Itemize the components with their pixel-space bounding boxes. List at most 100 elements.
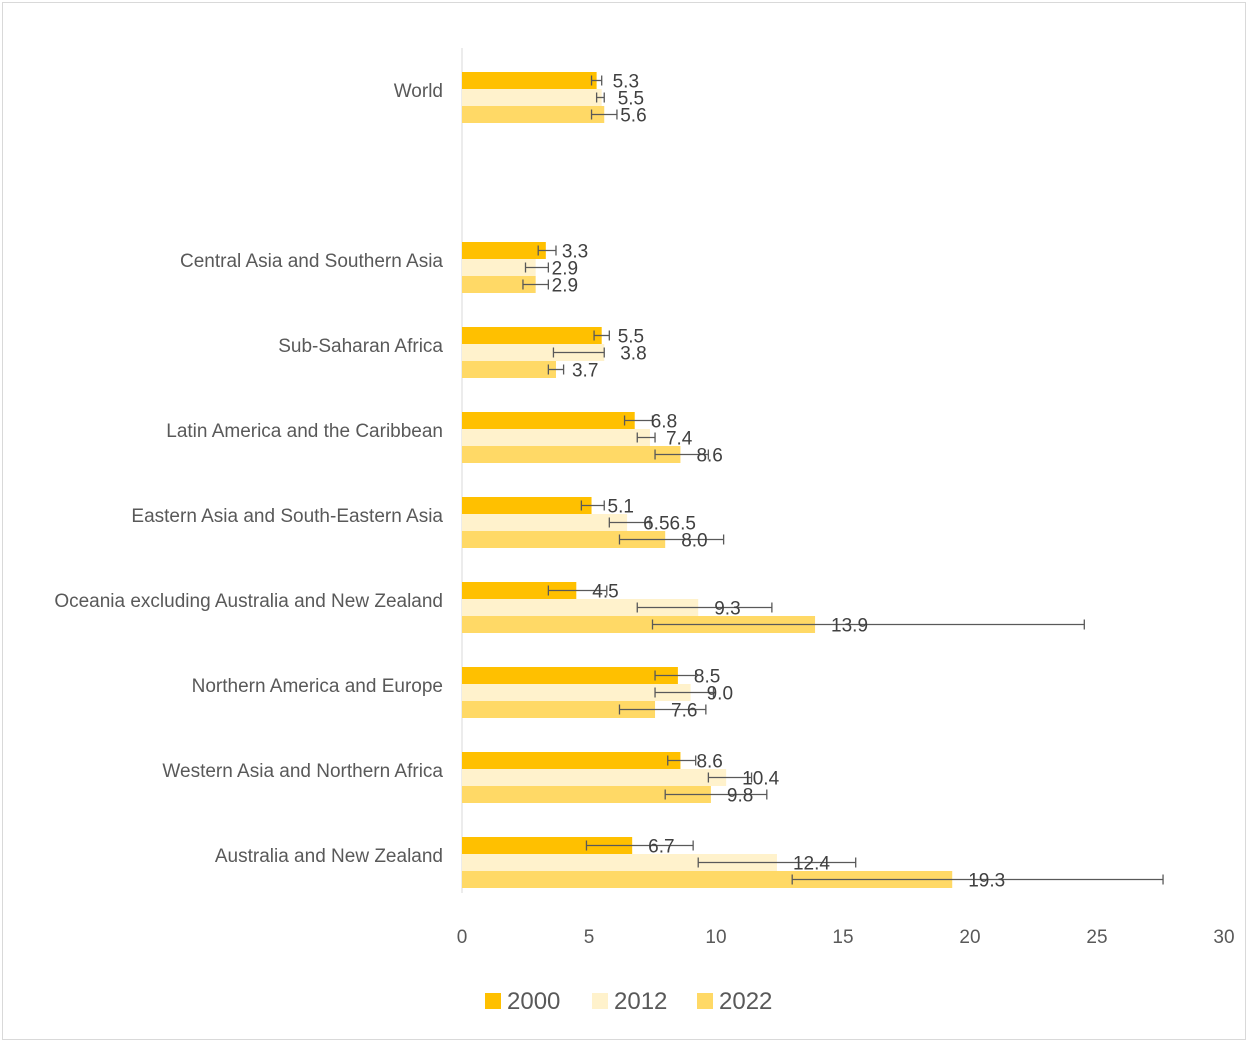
data-label-2000: 6.8: [651, 412, 677, 433]
error-bar-2000: [667, 755, 697, 766]
data-label-2022: 2.9: [552, 276, 578, 297]
error-bar-2000: [580, 500, 605, 511]
error-bars: [522, 75, 1164, 885]
bar-2000: [462, 497, 592, 514]
bar-2012: [462, 514, 628, 531]
error-bar-2022: [618, 534, 725, 545]
x-tick-label: 0: [457, 927, 468, 948]
data-label-2022: 9.8: [727, 786, 753, 807]
category-label: Latin America and the Caribbean: [166, 421, 443, 442]
bar-2022: [462, 106, 605, 123]
bar-2000: [462, 752, 681, 769]
category-label: Oceania excluding Australia and New Zeal…: [54, 591, 443, 612]
error-bar-2012: [636, 432, 656, 443]
error-bar-2022: [522, 279, 550, 290]
bar-2000: [462, 72, 597, 89]
data-label-2000: 8.6: [696, 752, 722, 773]
category-labels: World Central Asia and Southern Asia Sub-S…: [54, 81, 443, 867]
error-bar-2022: [547, 364, 565, 375]
error-bar-2000: [623, 415, 654, 426]
x-tick-label: 25: [1086, 927, 1107, 948]
error-bar-2012: [552, 347, 605, 358]
error-bar-2012: [608, 517, 651, 528]
tick-labels: 0 5 10 15 20 25 30: [457, 927, 1235, 948]
error-bar-2000: [593, 330, 610, 341]
error-bar-2022: [590, 109, 618, 120]
data-label-2022: 3.7: [572, 361, 598, 382]
data-label-2022: 13.9: [831, 616, 868, 637]
legend: 2000 2012 2022: [485, 988, 772, 1015]
error-bar-2022: [791, 874, 1164, 885]
data-label-2000: 5.5: [618, 327, 644, 348]
legend-swatch-2000: [485, 993, 501, 1009]
category-label: Central Asia and Southern Asia: [180, 251, 443, 272]
legend-label: 2022: [719, 988, 772, 1015]
bar-2000: [462, 327, 602, 344]
data-label-2012: 12.4: [793, 854, 830, 875]
legend-label: 2000: [507, 988, 560, 1015]
data-label-2022: 7.6: [671, 701, 697, 722]
data-label-2022: 8.0: [681, 531, 707, 552]
bar-2012: [462, 259, 536, 276]
bar-2000: [462, 667, 678, 684]
bar-2022: [462, 531, 666, 548]
data-label-2022: 19.3: [968, 871, 1005, 892]
bar-2012: [462, 429, 650, 446]
bar-2022: [462, 446, 681, 463]
bar-2022: [462, 361, 556, 378]
error-bar-2012: [697, 857, 857, 868]
category-label: Sub-Saharan Africa: [278, 336, 443, 357]
bar-2012: [462, 769, 727, 786]
data-label-2022: 5.6: [620, 106, 646, 127]
error-bar-2022: [651, 619, 1085, 630]
legend-swatch-2022: [697, 993, 713, 1009]
data-label-2012: 10.4: [742, 769, 779, 790]
data-label-2012: 6.56.5: [643, 514, 696, 535]
error-bar-2022: [664, 789, 768, 800]
error-bar-2000: [547, 585, 608, 596]
bar-2022: [462, 276, 536, 293]
x-tick-label: 5: [584, 927, 595, 948]
error-bar-2022: [654, 449, 710, 460]
x-tick-label: 30: [1213, 927, 1234, 948]
bar-2000: [462, 412, 635, 429]
bar-2012: [462, 89, 602, 106]
error-bar-2000: [654, 670, 697, 681]
category-label: Northern America and Europe: [192, 676, 443, 697]
data-label-2000: 3.3: [562, 242, 588, 263]
data-labels: 5.35.55.63.32.92.95.53.83.76.87.48.65.16…: [552, 72, 1006, 892]
x-tick-label: 15: [832, 927, 853, 948]
data-label-2022: 8.6: [696, 446, 722, 467]
error-bar-2012: [595, 92, 605, 103]
data-label-2012: 7.4: [666, 429, 693, 450]
data-label-2012: 5.5: [618, 89, 644, 110]
data-label-2012: 3.8: [620, 344, 646, 365]
data-label-2000: 6.7: [648, 837, 674, 858]
x-tick-label: 10: [705, 927, 726, 948]
data-label-2000: 5.3: [613, 72, 639, 93]
x-tick-label: 20: [959, 927, 980, 948]
category-label: Eastern Asia and South-Eastern Asia: [131, 506, 443, 527]
category-label: World: [394, 81, 443, 102]
data-label-2012: 9.0: [707, 684, 733, 705]
data-label-2000: 8.5: [694, 667, 720, 688]
error-bar-2000: [585, 840, 694, 851]
bar-2012: [462, 684, 691, 701]
category-label: Australia and New Zealand: [215, 846, 443, 867]
bar-2000: [462, 837, 633, 854]
data-label-2000: 4.5: [592, 582, 618, 603]
legend-swatch-2012: [592, 993, 608, 1009]
error-bar-2012: [636, 602, 773, 613]
data-label-2012: 2.9: [552, 259, 578, 280]
data-label-2000: 5.1: [608, 497, 634, 518]
error-bar-2012: [654, 687, 715, 698]
bar-2012: [462, 344, 605, 361]
error-bar-2022: [618, 704, 707, 715]
bar-2022: [462, 701, 656, 718]
legend-label: 2012: [614, 988, 667, 1015]
category-label: Western Asia and Northern Africa: [162, 761, 443, 782]
data-label-2012: 9.3: [714, 599, 740, 620]
bar-2022: [462, 786, 711, 803]
